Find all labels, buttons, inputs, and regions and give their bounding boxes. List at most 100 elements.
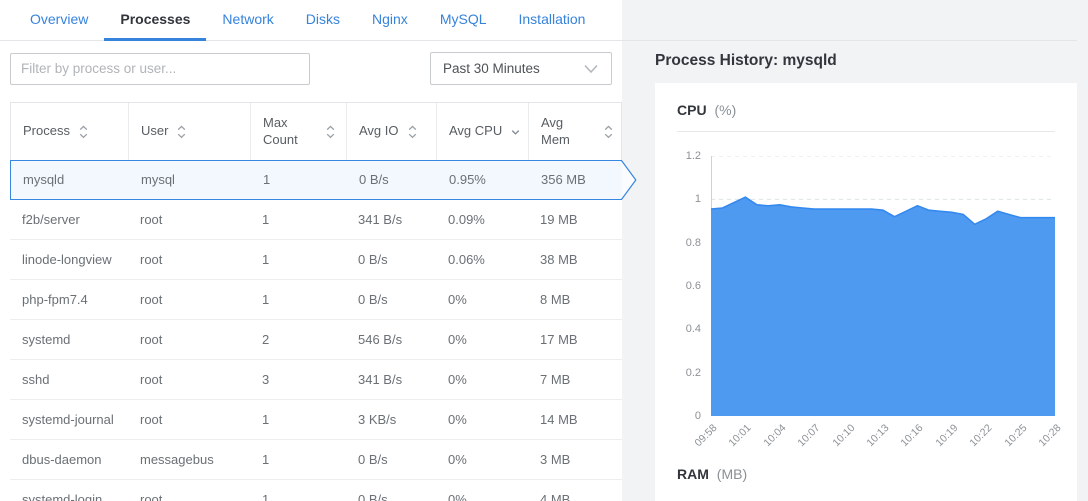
cpu-chart-heading: CPU (%) bbox=[677, 102, 1055, 118]
tab-bar: Overview Processes Network Disks Nginx MySQL I… bbox=[0, 0, 1077, 41]
cpu-chart-plot bbox=[711, 156, 1055, 416]
table-row-f2b-server[interactable]: f2b/server root 1 341 B/s 0.09% 19 MB bbox=[10, 200, 622, 240]
cell-process: systemd-journal bbox=[22, 411, 114, 427]
cell-user: mysql bbox=[141, 172, 175, 188]
cell-avg-cpu: 0% bbox=[448, 371, 467, 387]
table-row-systemd[interactable]: systemd root 2 546 B/s 0% 17 MB bbox=[10, 320, 622, 360]
table-row-dbus-daemon[interactable]: dbus-daemon messagebus 1 0 B/s 0% 3 MB bbox=[10, 440, 622, 480]
cell-process: systemd-login bbox=[22, 491, 103, 501]
cell-avg-mem: 7 MB bbox=[540, 371, 571, 387]
cell-avg-io: 0 B/s bbox=[358, 451, 388, 467]
table-row-systemd-journal[interactable]: systemd-journal root 1 3 KB/s 0% 14 MB bbox=[10, 400, 622, 440]
column-header-avg-mem[interactable]: Avg Mem bbox=[529, 103, 623, 160]
y-tick-label: 0.4 bbox=[685, 323, 701, 336]
column-header-user[interactable]: User bbox=[129, 103, 251, 160]
column-label: User bbox=[141, 123, 169, 139]
cell-avg-io: 0 B/s bbox=[358, 291, 388, 307]
column-label: Avg CPU bbox=[449, 123, 503, 139]
cell-avg-cpu: 0% bbox=[448, 331, 467, 347]
tab-nginx[interactable]: Nginx bbox=[372, 11, 408, 27]
cell-max-count: 1 bbox=[262, 411, 270, 427]
cell-avg-io: 546 B/s bbox=[358, 331, 403, 347]
cpu-area-chart: 0 0.2 0.4 0.6 0.8 1 1.2 bbox=[677, 150, 1055, 422]
tab-overview[interactable]: Overview bbox=[30, 11, 89, 27]
cell-user: root bbox=[140, 371, 163, 387]
cell-avg-cpu: 0.06% bbox=[448, 251, 485, 267]
column-header-max-count[interactable]: Max Count bbox=[251, 103, 347, 160]
cell-avg-mem: 14 MB bbox=[540, 411, 578, 427]
tab-network[interactable]: Network bbox=[222, 11, 274, 27]
cell-avg-cpu: 0% bbox=[448, 411, 467, 427]
column-header-avg-cpu[interactable]: Avg CPU bbox=[437, 103, 529, 160]
cell-max-count: 1 bbox=[262, 251, 270, 267]
cell-max-count: 2 bbox=[262, 331, 270, 347]
time-range-select[interactable]: Past 30 Minutes bbox=[430, 52, 612, 85]
cell-avg-io: 0 B/s bbox=[358, 251, 388, 267]
cell-max-count: 1 bbox=[263, 172, 271, 188]
sort-both-icon bbox=[79, 124, 88, 138]
cell-avg-mem: 356 MB bbox=[541, 172, 586, 188]
cell-avg-mem: 3 MB bbox=[540, 451, 571, 467]
cell-avg-io: 341 B/s bbox=[358, 371, 403, 387]
table-row-mysqld[interactable]: mysqld mysql 1 0 B/s 0.95% 356 MB bbox=[10, 160, 637, 200]
tab-disks[interactable]: Disks bbox=[305, 11, 341, 27]
cpu-chart-y-axis: 0 0.2 0.4 0.6 0.8 1 1.2 bbox=[677, 150, 711, 422]
sort-desc-icon bbox=[511, 129, 520, 135]
cell-avg-cpu: 0.95% bbox=[449, 172, 486, 188]
cell-avg-mem: 4 MB bbox=[540, 491, 571, 501]
cpu-chart-title: CPU bbox=[677, 102, 707, 118]
cell-avg-io: 0 B/s bbox=[359, 172, 389, 188]
tab-installation[interactable]: Installation bbox=[518, 11, 586, 27]
sort-both-icon bbox=[604, 124, 613, 138]
ram-chart-unit: (MB) bbox=[716, 466, 748, 482]
column-header-avg-io[interactable]: Avg IO bbox=[347, 103, 437, 160]
sort-both-icon bbox=[326, 124, 335, 138]
cell-max-count: 1 bbox=[262, 291, 270, 307]
cell-user: messagebus bbox=[140, 451, 214, 467]
y-tick-label: 1.2 bbox=[685, 150, 701, 162]
cell-avg-cpu: 0.09% bbox=[448, 211, 485, 227]
column-header-process[interactable]: Process bbox=[11, 103, 129, 160]
table-row-php-fpm7-4[interactable]: php-fpm7.4 root 1 0 B/s 0% 8 MB bbox=[10, 280, 622, 320]
filter-toolbar: Past 30 Minutes bbox=[0, 41, 622, 85]
cell-avg-io: 3 KB/s bbox=[358, 411, 397, 427]
ram-chart-heading: RAM (MB) bbox=[677, 466, 1055, 482]
table-header-row: Process User Max Count Avg IO Avg CPU Avg Mem bbox=[10, 102, 622, 160]
cell-avg-mem: 8 MB bbox=[540, 291, 571, 307]
y-tick-label: 0 bbox=[694, 410, 701, 422]
cell-avg-cpu: 0% bbox=[448, 491, 467, 501]
cell-max-count: 1 bbox=[262, 211, 270, 227]
time-range-value: Past 30 Minutes bbox=[443, 61, 540, 76]
process-history-panel: Process History: mysqld CPU (%) 0 0.2 0.4 0… bbox=[622, 0, 1088, 501]
sort-both-icon bbox=[408, 124, 416, 138]
cpu-chart-unit: (%) bbox=[714, 102, 737, 118]
ram-chart-title: RAM bbox=[677, 466, 709, 482]
cell-process: f2b/server bbox=[22, 211, 80, 227]
tab-processes[interactable]: Processes bbox=[104, 0, 207, 41]
chart-divider bbox=[677, 131, 1055, 132]
process-filter-input[interactable] bbox=[10, 52, 310, 85]
sort-both-icon bbox=[178, 124, 186, 138]
chevron-down-icon bbox=[583, 64, 599, 74]
cell-user: root bbox=[140, 211, 163, 227]
cell-avg-mem: 19 MB bbox=[540, 211, 578, 227]
cell-process: systemd bbox=[22, 331, 71, 347]
tab-mysql[interactable]: MySQL bbox=[439, 11, 487, 27]
selected-row-arrow-icon bbox=[621, 160, 637, 205]
cell-max-count: 1 bbox=[262, 451, 270, 467]
table-row-systemd-login[interactable]: systemd-login root 1 0 B/s 0% 4 MB bbox=[10, 480, 622, 501]
cell-user: root bbox=[140, 251, 163, 267]
cell-user: root bbox=[140, 491, 163, 501]
table-row-sshd[interactable]: sshd root 3 341 B/s 0% 7 MB bbox=[10, 360, 622, 400]
cell-avg-cpu: 0% bbox=[448, 451, 467, 467]
cpu-chart-x-axis: 09:58 10:01 10:04 10:07 10:10 10:13 10:16 10:19… bbox=[692, 416, 1063, 462]
y-tick-label: 0.8 bbox=[685, 236, 701, 249]
table-body: mysqld mysql 1 0 B/s 0.95% 356 MB f2b/server ro… bbox=[10, 160, 637, 501]
cell-avg-cpu: 0% bbox=[448, 291, 467, 307]
cell-max-count: 3 bbox=[262, 371, 270, 387]
table-row-linode-longview[interactable]: linode-longview root 1 0 B/s 0.06% 38 MB bbox=[10, 240, 622, 280]
charts-card: CPU (%) 0 0.2 0.4 0.6 0.8 1 1.2 09:58 10:01 10:0… bbox=[655, 83, 1077, 501]
column-label: Process bbox=[23, 123, 70, 139]
cell-avg-io: 0 B/s bbox=[358, 491, 388, 501]
